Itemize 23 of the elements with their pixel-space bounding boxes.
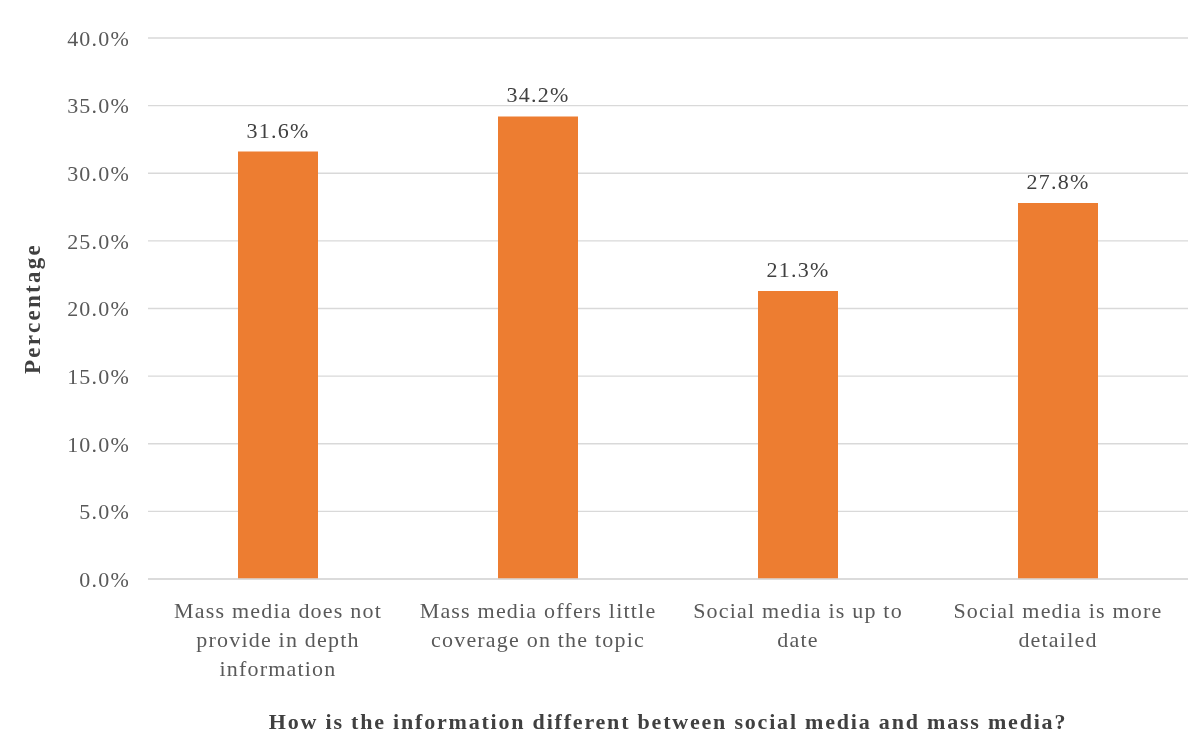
y-tick-label: 10.0% (67, 431, 130, 457)
y-tick-label: 0.0% (79, 566, 130, 592)
y-axis-title: Percentage (19, 242, 45, 375)
data-label: 31.6% (246, 117, 310, 143)
x-tick-label: Social media is up to date (693, 598, 903, 652)
bar (238, 151, 318, 579)
bar (1018, 203, 1098, 579)
bar (498, 116, 578, 579)
x-tick-label: Mass media offers little coverage on the topic (419, 598, 657, 652)
x-axis-title: How is the information different between social media and mass media? (268, 709, 1068, 734)
y-tick-label: 40.0% (67, 25, 130, 51)
y-tick-label: 20.0% (67, 296, 130, 322)
y-tick-label: 25.0% (67, 228, 130, 254)
y-tick-label: 35.0% (67, 93, 130, 119)
x-tick-label: Social media is more detailed (953, 598, 1163, 652)
y-tick-label: 15.0% (67, 363, 130, 389)
y-tick-label: 30.0% (67, 161, 130, 187)
x-tick-label: Mass media does not provide in depth information (174, 598, 382, 681)
data-label: 27.8% (1026, 169, 1090, 195)
data-label: 21.3% (766, 256, 830, 282)
data-label: 34.2% (506, 82, 570, 108)
bar (758, 290, 838, 579)
y-tick-label: 5.0% (79, 499, 130, 525)
